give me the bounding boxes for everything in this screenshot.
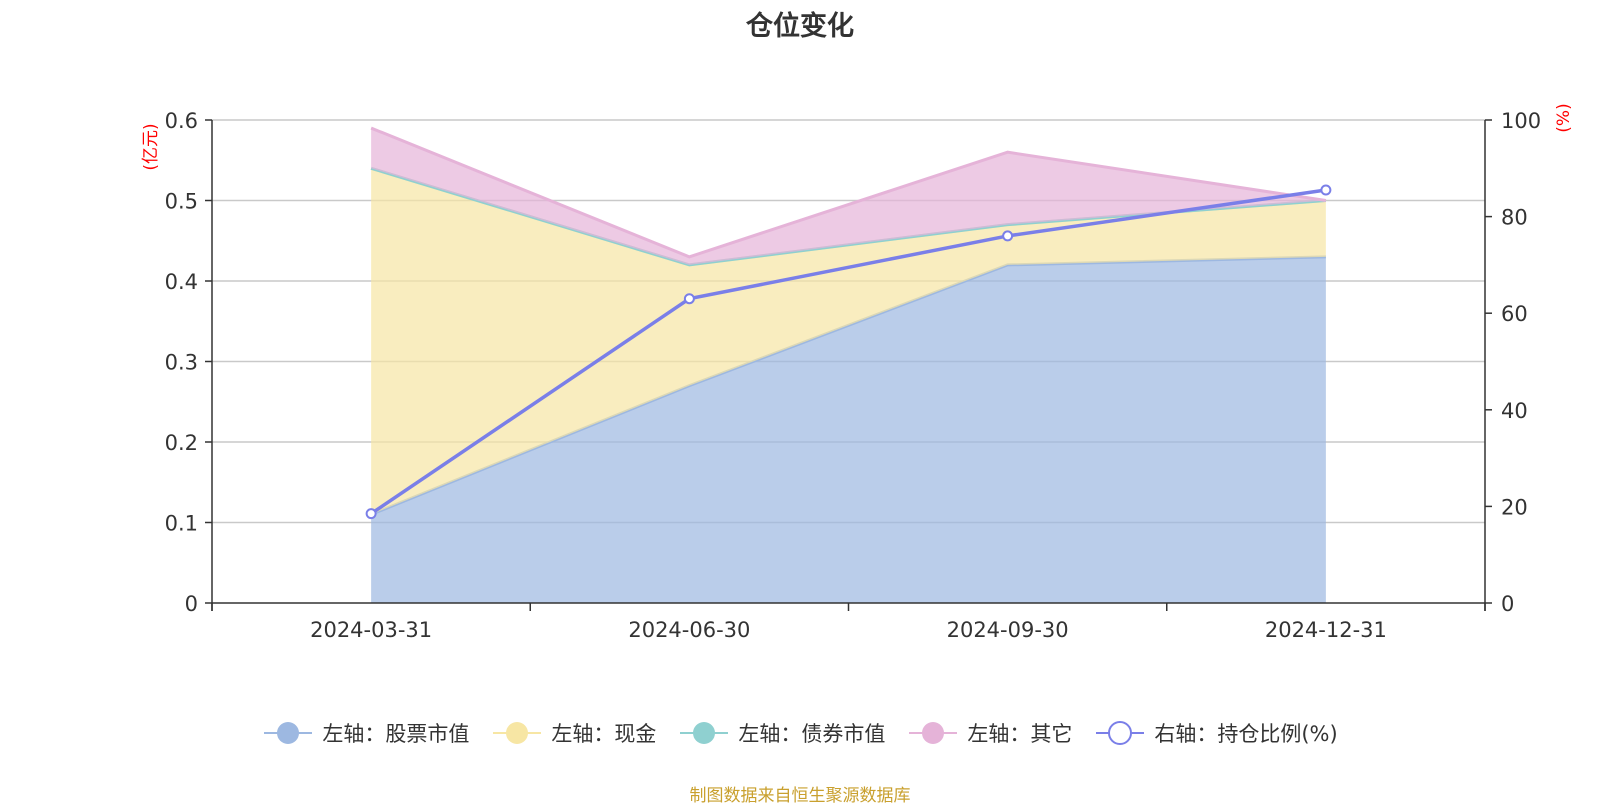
axes: 0 0.1 0.2 0.3 0.4 0.5 0.6 0 20 40 60 80 100 (亿元) (%) 20…: [141, 103, 1574, 642]
left-axis-tick-label: 0.1: [165, 512, 198, 536]
legend-stock-label: 左轴：股票市值: [322, 722, 470, 746]
legend-bond-icon: [680, 722, 729, 744]
legend-ratio-label: 右轴：持仓比例(%): [1154, 722, 1338, 746]
ratio-line-layer: [365, 184, 1332, 520]
stacked-areas: [370, 126, 1327, 603]
right-axis-unit: (%): [1554, 103, 1574, 132]
right-axis-tick-label: 0: [1501, 592, 1514, 616]
legend-ratio-icon: [1096, 721, 1145, 745]
x-axis-tick-label: 2024-12-31: [1265, 618, 1387, 642]
legend-item-ratio[interactable]: 右轴：持仓比例(%): [1094, 718, 1338, 748]
ratio-point: [1320, 184, 1332, 196]
legend-stock-icon: [264, 722, 313, 744]
legend-item-stock[interactable]: 左轴：股票市值: [262, 718, 469, 748]
left-axis-tick-label: 0.3: [165, 351, 198, 375]
legend-other-icon: [909, 722, 958, 744]
legend-other-label: 左轴：其它: [967, 722, 1073, 746]
left-axis-tick-label: 0.5: [165, 190, 198, 214]
chart-title: 仓位变化: [746, 11, 854, 42]
left-axis-tick-label: 0.6: [165, 109, 198, 133]
right-axis-tick-label: 20: [1501, 495, 1528, 519]
legend-bond-label: 左轴：债券市值: [738, 722, 886, 746]
right-axis-tick-label: 40: [1501, 399, 1528, 423]
legend: 左轴：股票市值 左轴：现金 左轴：债券市值 左轴：其它 右轴：持仓比例(%): [0, 718, 1600, 748]
chart: 0 0.1 0.2 0.3 0.4 0.5 0.6 0 20 40 60 80 100 (亿元) (%) 20…: [141, 103, 1574, 642]
left-axis-tick-label: 0: [185, 592, 198, 616]
legend-item-cash[interactable]: 左轴：现金: [491, 718, 656, 748]
right-axis-tick-label: 100: [1501, 109, 1541, 133]
left-axis-tick-label: 0.2: [165, 431, 198, 455]
ratio-line: [370, 188, 1327, 516]
legend-item-bond[interactable]: 左轴：债券市值: [678, 718, 885, 748]
legend-item-other[interactable]: 左轴：其它: [907, 718, 1072, 748]
area-edge-3: [370, 126, 1327, 259]
right-axis-tick-label: 80: [1501, 206, 1528, 230]
area-1: [371, 168, 1326, 515]
area-3: [371, 128, 1326, 265]
left-axis-unit: (亿元): [141, 123, 161, 170]
x-axis-tick-label: 2024-06-30: [628, 618, 750, 642]
left-axis-tick-label: 0.4: [165, 270, 198, 294]
source-note: 制图数据来自恒生聚源数据库: [689, 786, 911, 806]
x-axis-tick-label: 2024-03-31: [310, 618, 432, 642]
ratio-point: [365, 508, 377, 520]
right-axis-tick-label: 60: [1501, 302, 1528, 326]
legend-cash-icon: [493, 722, 542, 744]
legend-cash-label: 左轴：现金: [551, 722, 657, 746]
x-axis-tick-label: 2024-09-30: [947, 618, 1069, 642]
area-0: [371, 256, 1326, 603]
ratio-point: [1002, 230, 1014, 242]
ratio-point: [683, 293, 695, 305]
